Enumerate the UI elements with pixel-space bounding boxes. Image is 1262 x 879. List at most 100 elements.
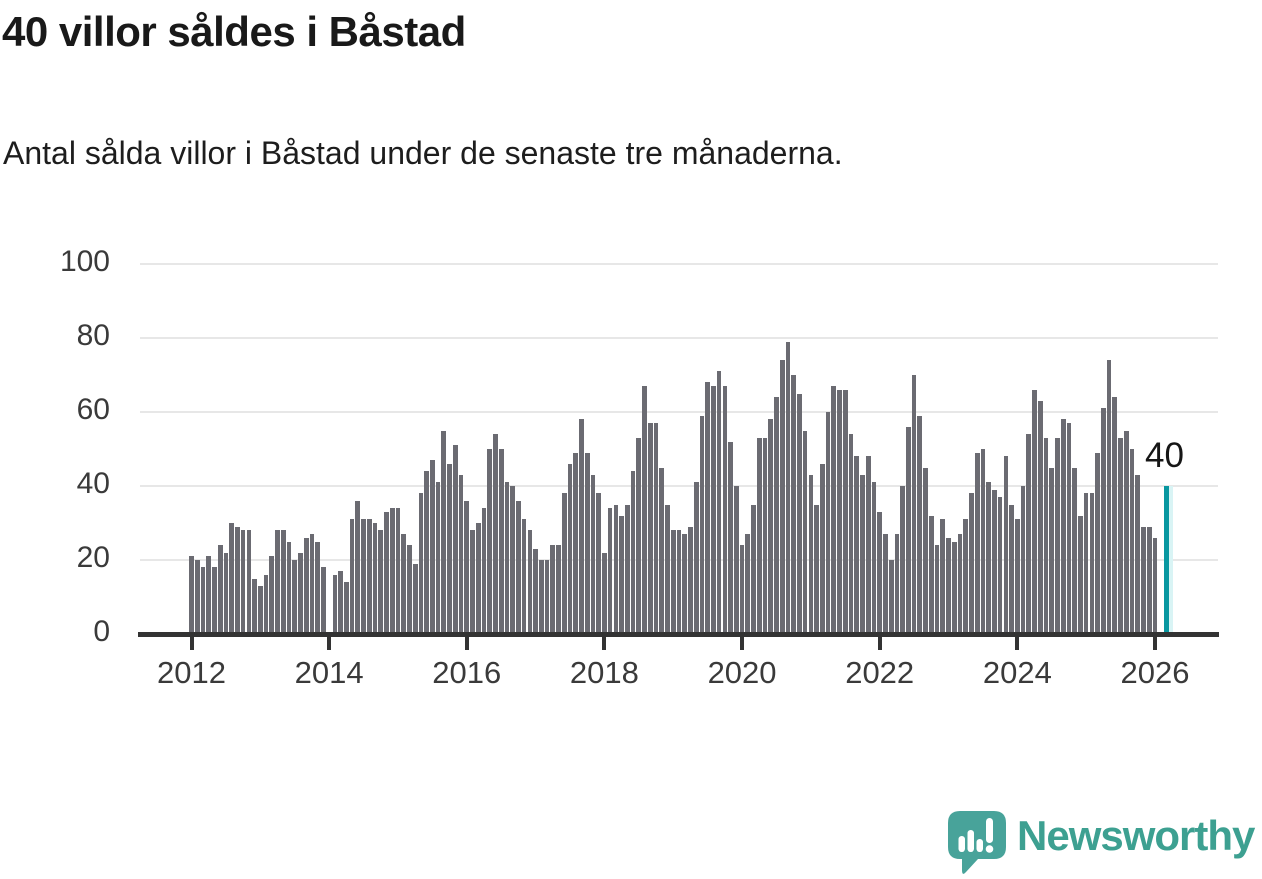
bar [705,382,710,634]
x-tick-label: 2026 [1120,655,1190,690]
bar [888,560,894,634]
bar [321,567,326,634]
bar [378,530,384,634]
highlight-glow [1168,486,1174,634]
bar [992,489,997,634]
bar [504,482,510,634]
exclamation-dot-glyph [985,845,994,853]
bar [1112,397,1118,634]
bar [527,530,533,634]
bar [745,534,751,634]
bar [1101,408,1106,634]
bar [1055,437,1060,634]
bar [980,449,986,634]
bar [533,548,538,634]
bar [934,545,940,634]
x-axis-line [138,632,1219,637]
bar [389,508,395,634]
axis-tick [602,637,607,650]
bar [653,423,659,634]
bar [1146,526,1152,634]
bar [1123,430,1129,634]
bar [917,415,923,634]
axis-tick [464,637,469,650]
page-title: 40 villor såldes i Båstad [2,8,466,55]
bar [647,423,653,634]
bar [716,371,722,634]
bar [636,437,642,634]
bar [946,537,951,634]
axis-tick [1015,637,1020,650]
grid-line [140,263,1218,265]
bar [774,397,779,634]
bar [1037,400,1043,634]
bar [1060,419,1066,634]
bar [814,504,819,634]
bar [275,530,280,634]
bar [1135,474,1141,634]
bar [521,519,527,634]
bar [625,504,630,634]
bar [257,585,263,634]
bar [1009,504,1014,634]
bar [298,552,303,634]
highlighted-bar [1164,486,1169,634]
bar [785,341,791,634]
bar [487,449,493,634]
bar [567,463,573,634]
bar [550,545,556,634]
bar [951,541,957,634]
bar [194,560,200,634]
bar [693,482,699,634]
bar [619,515,624,634]
bar [1066,423,1072,634]
bar [1106,360,1112,634]
bar [808,474,814,634]
bar [412,563,418,634]
bar [659,467,665,634]
bar [1118,437,1123,634]
bar [779,360,785,634]
x-tick-label: 2020 [707,655,777,690]
bar [820,463,825,634]
bar [407,545,412,634]
bar [837,389,842,634]
bar [561,493,567,634]
bar [877,511,883,634]
bar [682,534,688,634]
bar [1078,515,1083,634]
y-tick-label: 20 [76,541,110,574]
bar [900,486,905,634]
bar [510,486,515,634]
bar [676,530,682,634]
bar [189,556,194,634]
bar [630,471,636,634]
bar [699,415,705,634]
bar [464,500,470,634]
bar [395,508,401,634]
bar [349,519,355,634]
bar [372,523,378,634]
axis-tick [877,637,882,650]
bar [1003,456,1009,634]
bar [452,445,458,634]
bar [240,530,246,634]
x-tick-label: 2018 [569,655,639,690]
bar [1043,437,1049,634]
grid-line [140,485,1218,487]
bar [607,508,613,634]
x-tick-label: 2012 [157,655,226,690]
bar [791,375,796,634]
bar [860,474,865,634]
bar [642,386,647,634]
bar [854,456,860,634]
x-tick-label: 2024 [982,655,1052,690]
y-tick-label: 80 [76,319,110,352]
bar [315,541,320,634]
bar [217,545,223,634]
y-tick-label: 40 [76,467,110,500]
bar [957,534,963,634]
bar [974,452,980,634]
bar [1129,449,1135,634]
bar [269,556,275,634]
